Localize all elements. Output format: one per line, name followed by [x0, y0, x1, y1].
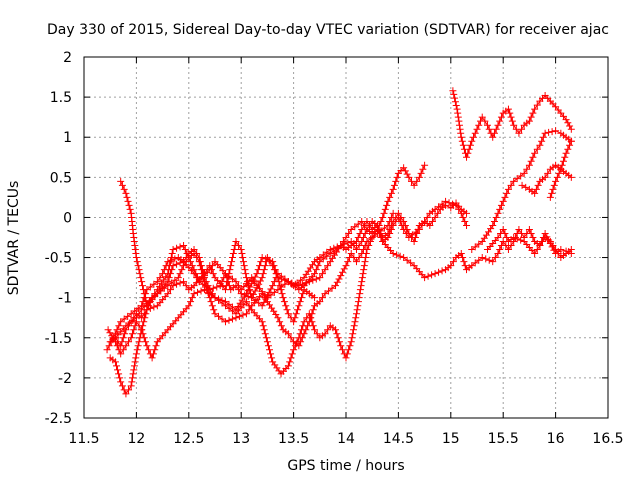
point-marks — [103, 197, 471, 354]
x-tick-label: 15 — [442, 431, 460, 447]
x-tick-label: 13 — [232, 431, 250, 447]
series-s5 — [103, 197, 471, 354]
y-axis-ticks: 2 1.5 1 0.5 0 -0.5 -1 -1.5 -2 -2.5 — [45, 50, 608, 427]
x-tick-label: 12 — [127, 431, 145, 447]
y-tick-label: 1 — [63, 130, 72, 146]
point-marks — [483, 225, 575, 258]
y-tick-label: -1.5 — [45, 331, 72, 347]
series-s8 — [468, 127, 575, 254]
series-s6 — [106, 209, 397, 350]
y-tick-label: -0.5 — [45, 251, 72, 267]
y-tick-label: -2.5 — [45, 411, 72, 427]
grid-lines — [84, 57, 608, 418]
data-series — [103, 87, 575, 398]
x-tick-label: 14.5 — [383, 431, 414, 447]
x-tick-label: 11.5 — [68, 431, 99, 447]
x-tick-label: 12.5 — [173, 431, 204, 447]
series-line — [106, 200, 467, 351]
x-tick-label: 14 — [337, 431, 355, 447]
x-tick-label: 13.5 — [278, 431, 309, 447]
x-tick-label: 16.5 — [592, 431, 623, 447]
y-axis-label: SDTVAR / TECUs — [6, 181, 22, 296]
plot-frame — [83, 56, 609, 419]
x-tick-label: 15.5 — [488, 431, 519, 447]
point-marks — [449, 87, 575, 161]
y-tick-label: -1 — [58, 291, 72, 307]
y-tick-label: -2 — [58, 371, 72, 387]
chart-title: Day 330 of 2015, Sidereal Day-to-day VTE… — [47, 22, 609, 38]
y-tick-label: 1.5 — [50, 90, 72, 106]
x-axis-label: GPS time / hours — [287, 458, 404, 474]
x-axis-ticks: 11.5 12 12.5 13 13.5 14 14.5 15 15.5 16 16.5 — [68, 57, 624, 447]
series-s7 — [449, 87, 575, 161]
y-tick-label: 2 — [63, 50, 72, 66]
point-marks — [106, 209, 397, 350]
point-marks — [468, 127, 575, 254]
point-marks — [546, 137, 575, 201]
x-tick-label: 16 — [547, 431, 565, 447]
y-tick-label: 0 — [63, 210, 72, 226]
series-s1 — [104, 161, 429, 378]
series-s10 — [546, 137, 575, 201]
y-tick-label: 0.5 — [50, 170, 72, 186]
series-s11 — [483, 225, 575, 258]
